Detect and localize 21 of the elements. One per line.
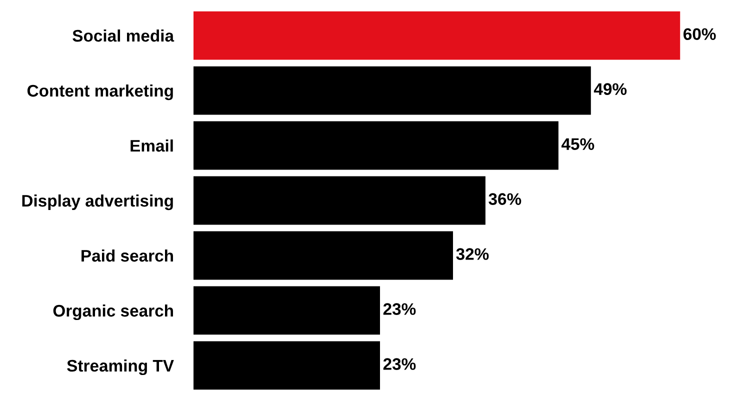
data-label: 45% [561,138,594,150]
y-tick-label: Social media [72,29,174,42]
y-tick-label: Organic search [53,304,173,320]
data-label: 23% [383,303,416,315]
y-tick-label: Content marketing [27,84,173,100]
bar [193,11,680,60]
bar [193,341,380,390]
y-tick-label: Streaming TV [67,359,174,376]
y-tick-label: Display advertising [22,194,173,210]
y-tick-label: Paid search [82,249,173,262]
bar [193,231,454,280]
bar [193,121,558,170]
data-label: 60% [684,28,716,40]
data-label: 49% [594,83,627,95]
bar [193,176,486,225]
data-label: 36% [488,193,522,205]
bar [193,286,380,335]
y-tick-label: Email [130,139,173,152]
data-label: 32% [456,248,489,260]
data-label: 23% [383,358,416,370]
bar [193,66,591,115]
